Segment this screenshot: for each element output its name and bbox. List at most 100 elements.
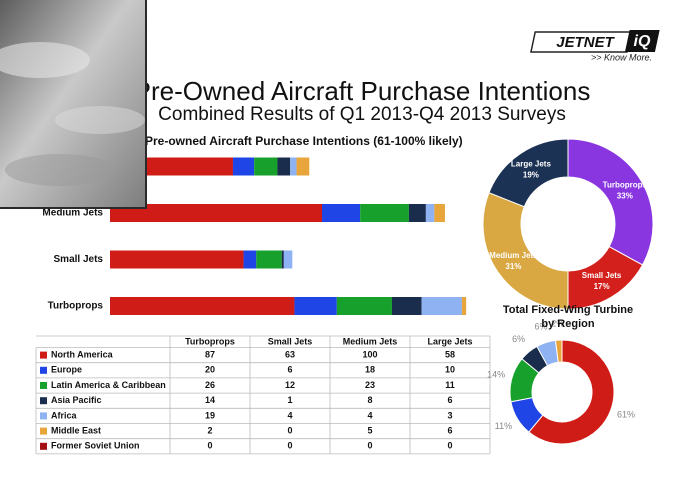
bar-segment: [283, 250, 293, 269]
legend-swatch: [40, 382, 47, 389]
legend-label: Asia Pacific: [51, 395, 102, 405]
bar-segment: [243, 250, 257, 269]
table-cell: 4: [287, 410, 292, 420]
donut-slice: [554, 339, 563, 363]
table-cell: 14: [205, 395, 215, 405]
bar-segment: [277, 157, 291, 176]
table-cell: 58: [445, 349, 455, 359]
slice-label: 17%: [594, 282, 610, 291]
bar-segment: [421, 297, 462, 315]
table-cell: 4: [367, 410, 372, 420]
donut-slice: [482, 192, 569, 310]
table-cell: 6: [287, 365, 292, 375]
slice-name: Turboprops: [603, 181, 648, 190]
table-cell: 6: [447, 395, 452, 405]
slide-title: Pre-Owned Aircraft Purchase Intentions: [134, 76, 591, 106]
bar-segment: [296, 157, 310, 176]
bar-segment: [110, 250, 244, 269]
region-donut-title: Total Fixed-Wing Turbine by Region: [502, 304, 634, 330]
legend-swatch: [40, 412, 47, 420]
legend-label: Europe: [51, 365, 82, 375]
bar-segment: [408, 204, 426, 222]
bar-segment: [110, 204, 322, 222]
table-cell: 18: [365, 365, 375, 375]
table-cell: 87: [205, 349, 215, 359]
logo-mark: iQ: [634, 33, 651, 50]
bar-segment: [256, 250, 282, 269]
donut-slice: [528, 339, 615, 445]
table-cell: 11: [445, 380, 455, 390]
slice-label: 33%: [617, 192, 633, 201]
table-cell: 26: [205, 380, 215, 390]
bar-chart-title: Pre-owned Aircraft Purchase Intentions (…: [145, 134, 463, 148]
slice-label: 6%: [534, 322, 547, 332]
photo-cloud: [5, 154, 115, 186]
slice-label: 11%: [495, 421, 512, 431]
table-cell: 12: [285, 380, 295, 390]
table-cell: 20: [205, 365, 215, 375]
slice-label: 14%: [487, 369, 505, 379]
table-cell: 5: [367, 425, 372, 435]
photo-cloud: [55, 106, 145, 134]
logo-tagline: >> Know More.: [591, 52, 652, 62]
legend-swatch: [40, 351, 47, 359]
bar-segment: [336, 297, 392, 315]
table-cell: 10: [445, 365, 455, 375]
bar-segment: [425, 204, 435, 222]
donut-slice: [488, 138, 569, 208]
table-header: Small Jets: [268, 336, 313, 346]
bar-segment: [290, 157, 297, 176]
table-cell: 23: [365, 380, 375, 390]
legend-label: North America: [51, 349, 114, 359]
logo-brand: JETNET: [556, 34, 615, 51]
bar-segment: [322, 204, 361, 222]
bar-segment: [232, 157, 255, 176]
slice-name: Medium Jets: [489, 251, 538, 260]
legend-label: Middle East: [51, 425, 101, 435]
table-cell: 0: [447, 441, 452, 451]
bar-segment: [281, 250, 284, 269]
bar-segment: [461, 297, 467, 315]
legend-swatch: [40, 427, 47, 435]
table-header: Turboprops: [185, 336, 235, 346]
table-cell: 2: [207, 425, 212, 435]
legend-label: Former Soviet Union: [51, 441, 140, 451]
table-cell: 100: [362, 349, 377, 359]
slice-label: 61%: [617, 409, 635, 419]
table-header: Large Jets: [427, 336, 472, 346]
legend-label: Africa: [51, 410, 78, 420]
photo: [0, 0, 147, 209]
slice-name: Small Jets: [582, 271, 622, 280]
bar-segment: [434, 204, 445, 222]
photo-cloud: [0, 42, 90, 78]
donut-slice: [567, 138, 654, 266]
table-cell: 3: [447, 410, 452, 420]
slice-name: Large Jets: [511, 160, 552, 169]
category-label: Small Jets: [54, 254, 104, 265]
table-cell: 19: [205, 410, 215, 420]
table-header: Medium Jets: [343, 336, 398, 346]
legend-swatch: [40, 442, 47, 450]
table-cell: 0: [287, 441, 292, 451]
logo: JETNET iQ >> Know More.: [530, 30, 660, 62]
legend-swatch: [40, 397, 47, 405]
bar-segment: [110, 297, 295, 315]
category-label: Turboprops: [48, 301, 104, 312]
bar-segment: [254, 157, 278, 176]
slide-subtitle: Combined Results of Q1 2013-Q4 2013 Surv…: [158, 104, 566, 125]
table-cell: 1: [287, 395, 292, 405]
table-cell: 8: [367, 395, 372, 405]
category-label: Medium Jets: [42, 208, 103, 219]
table-cell: 0: [287, 425, 292, 435]
slice-label: 2%: [551, 319, 564, 329]
table-cell: 0: [207, 441, 212, 451]
bar-segment: [391, 297, 422, 315]
slice-label: 19%: [523, 171, 539, 180]
bar-segment: [294, 297, 337, 315]
table-cell: 63: [285, 349, 295, 359]
slice-label: 31%: [505, 262, 521, 271]
table-cell: 6: [447, 425, 452, 435]
logo-mark-box: [624, 30, 660, 52]
